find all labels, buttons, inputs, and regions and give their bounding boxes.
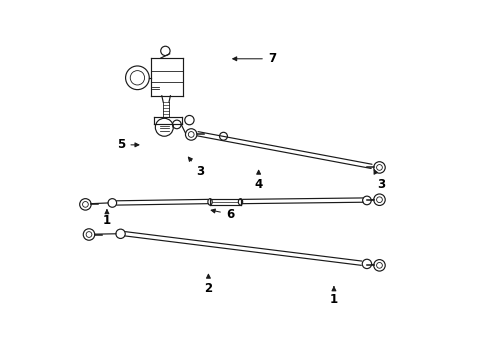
Text: 1: 1: [330, 287, 338, 306]
Text: 3: 3: [188, 157, 204, 177]
Text: 7: 7: [233, 52, 276, 65]
Text: 1: 1: [103, 210, 111, 227]
Text: 5: 5: [117, 138, 139, 151]
Text: 2: 2: [204, 274, 213, 295]
Text: 4: 4: [254, 170, 263, 191]
Text: 6: 6: [211, 208, 234, 221]
Text: 3: 3: [374, 170, 385, 191]
